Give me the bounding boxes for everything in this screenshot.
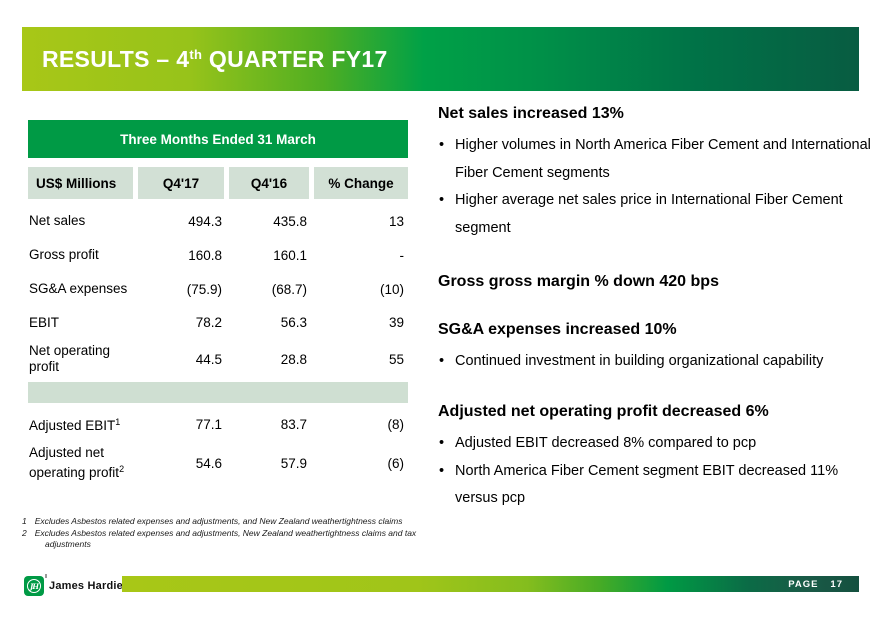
table-caption: Three Months Ended 31 March [28,120,408,158]
section-net-sales: Net sales increased 13% Higher volumes i… [438,104,872,242]
page-title: RESULTS – 4th QUARTER FY17 [22,46,388,73]
section-heading: Gross gross margin % down 420 bps [438,273,719,290]
row-label: EBIT [29,314,60,330]
table-row-ebit: EBIT 78.2 56.3 39 [28,306,408,339]
cell-q416: 57.9 [280,455,307,471]
cell-q417: 78.2 [195,315,222,330]
cell-q417: 54.6 [195,455,222,471]
trademark-mark [45,574,47,578]
cell-change: (6) [387,455,405,471]
cell-change: - [399,247,405,263]
bullet-list: Higher volumes in North America Fiber Ce… [438,132,872,242]
table-body: Net sales 494.3 435.8 13 Gross profit 16… [28,204,408,485]
section-heading: Adjusted net operating profit decreased … [438,403,769,420]
cell-q416: (68.7) [271,281,307,297]
row-label: Net operating profit [29,343,111,374]
footnote-text: Excludes Asbestos related expenses and a… [34,528,417,549]
cell-change: (10) [379,281,404,297]
brand-name: James Hardie [49,580,123,592]
bullet-item: North America Fiber Cement segment EBIT … [438,458,871,513]
cell-q416: 83.7 [280,416,307,432]
title-prefix: RESULTS – 4 [42,45,190,72]
table-row-net-operating-profit: Net operating profit 44.5 28.8 55 [28,339,408,379]
cell-q417: (75.9) [186,281,222,297]
footnotes: 1 Excludes Asbestos related expenses and … [22,516,418,551]
cell-q417: 494.3 [188,213,222,229]
section-heading: SG&A expenses increased 10% [438,321,677,338]
section-heading: Net sales increased 13% [438,105,624,122]
cell-q417: 160.8 [188,247,222,263]
logo-monogram: JH [30,581,39,591]
title-superscript: th [189,46,203,62]
title-bar: RESULTS – 4th QUARTER FY17 [22,27,859,91]
footnote-2: 2 Excludes Asbestos related expenses and … [22,528,418,550]
cell-change: 39 [388,315,404,330]
bullet-item: Higher average net sales price in Intern… [438,187,871,242]
page-number: 17 [830,578,843,590]
row-label: Gross profit [29,247,99,262]
column-header-us-millions: US$ Millions [28,167,133,199]
section-sga-expenses: SG&A expenses increased 10% Continued in… [438,320,872,376]
cell-change: (8) [387,416,405,432]
row-label: Adjusted net operating profit2 [29,445,125,480]
footnote-ref-1: 1 [115,417,121,427]
row-label: Adjusted EBIT1 [29,417,121,433]
footnote-text: Excludes Asbestos related expenses and a… [34,516,403,526]
cell-q416: 56.3 [280,315,307,330]
cell-q417: 44.5 [195,351,222,367]
footer-bar: PAGE 17 [122,576,859,592]
section-gross-margin: Gross gross margin % down 420 bps [438,272,872,292]
bullet-list: Continued investment in building organiz… [438,348,872,376]
column-header-q417: Q4'17 [138,167,224,199]
bullet-item: Continued investment in building organiz… [438,348,871,376]
table-row-gross-profit: Gross profit 160.8 160.1 - [28,238,408,272]
footnote-number: 1 [22,516,27,526]
table-header-row: US$ Millions Q4'17 Q4'16 % Change [28,167,408,199]
table-row-adjusted-net-operating-profit: Adjusted net operating profit2 54.6 57.9… [28,441,408,485]
page-label: PAGE [788,578,819,590]
title-suffix: QUARTER FY17 [202,45,388,72]
footnote-ref-2: 2 [119,464,125,474]
cell-q416: 435.8 [273,213,307,229]
bullet-item: Adjusted EBIT decreased 8% compared to p… [438,430,871,458]
bullet-item: Higher volumes in North America Fiber Ce… [438,132,871,187]
cell-change: 13 [388,213,404,229]
footnote-number: 2 [22,528,27,538]
table-spacer-row [28,382,408,403]
column-header-q416: Q4'16 [229,167,309,199]
financial-table: Three Months Ended 31 March US$ Millions… [28,120,408,485]
row-label: Net sales [29,213,86,228]
bullet-list: Adjusted EBIT decreased 8% compared to p… [438,430,872,513]
table-row-adjusted-ebit: Adjusted EBIT1 77.1 83.7 (8) [28,407,408,441]
james-hardie-logo-icon: JH [24,574,47,596]
table-row-net-sales: Net sales 494.3 435.8 13 [28,204,408,238]
logo-circle: JH [27,579,41,593]
row-label: SG&A expenses [29,281,128,296]
cell-q416: 28.8 [280,351,307,367]
footnote-1: 1 Excludes Asbestos related expenses and … [22,516,418,527]
cell-q416: 160.1 [273,247,307,263]
table-row-sga-expenses: SG&A expenses (75.9) (68.7) (10) [28,272,408,306]
column-header-change: % Change [314,167,408,199]
section-adjusted-net-operating-profit: Adjusted net operating profit decreased … [438,402,872,513]
cell-q417: 77.1 [195,416,222,432]
cell-change: 55 [388,351,404,367]
